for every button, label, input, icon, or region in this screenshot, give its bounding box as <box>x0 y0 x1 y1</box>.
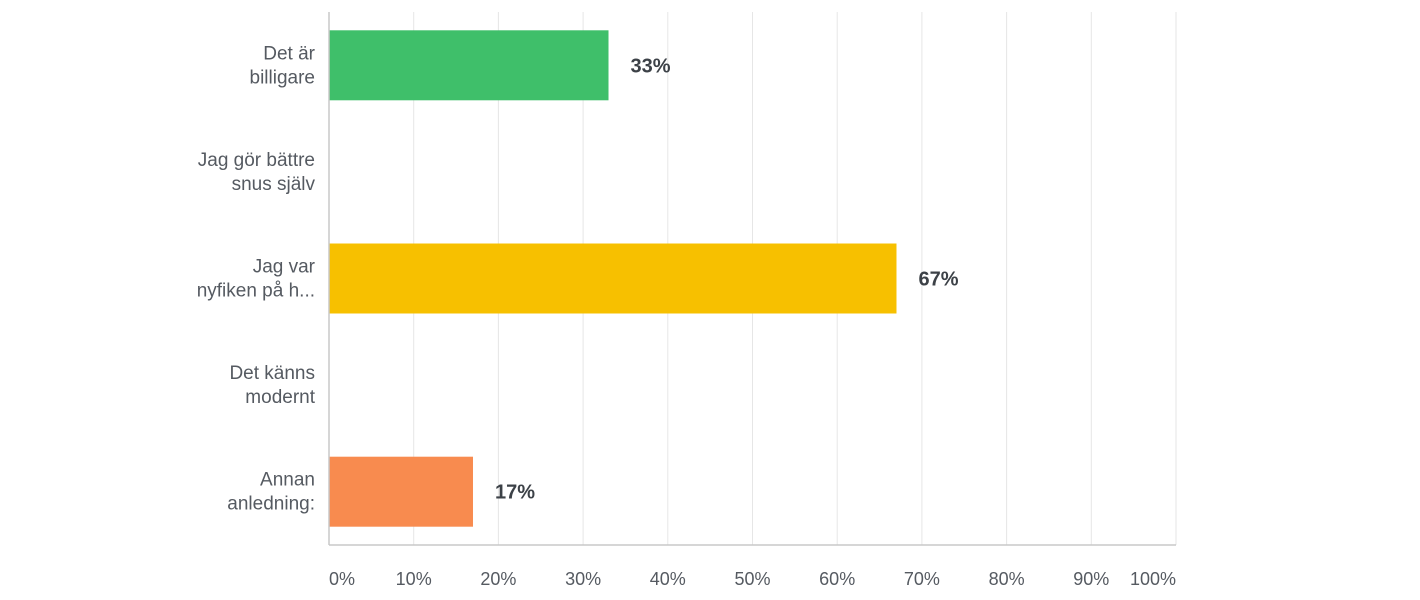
category-label: snus själv <box>232 174 316 195</box>
data-label: 33% <box>631 55 671 77</box>
x-tick-label: 40% <box>650 569 686 589</box>
data-label: 67% <box>918 269 958 291</box>
x-tick-label: 10% <box>396 569 432 589</box>
x-tick-label: 0% <box>329 569 355 589</box>
bars <box>329 30 897 527</box>
axes <box>328 12 1176 546</box>
bar <box>329 243 897 314</box>
x-tick-label: 20% <box>480 569 516 589</box>
category-label: Annan <box>260 470 315 491</box>
x-tick-label: 90% <box>1073 569 1109 589</box>
bar <box>329 456 473 527</box>
category-label: Det är <box>263 43 315 64</box>
category-label: anledning: <box>227 494 315 515</box>
x-tick-label: 100% <box>1130 569 1176 589</box>
x-tick-label: 60% <box>819 569 855 589</box>
category-label: modernt <box>245 387 315 408</box>
data-label: 17% <box>495 482 535 504</box>
bar <box>329 30 609 101</box>
category-label: nyfiken på h... <box>197 281 315 302</box>
labels: 0% 10% 20% 30% 40% 50% 60% 70% 80% 90% 100% 33% Det … <box>197 43 1176 589</box>
x-tick-label: 50% <box>734 569 770 589</box>
x-tick-label: 70% <box>904 569 940 589</box>
x-tick-label: 30% <box>565 569 601 589</box>
category-label: billigare <box>250 67 315 88</box>
category-label: Jag var <box>253 257 316 278</box>
category-label: Jag gör bättre <box>198 150 315 171</box>
category-label: Det känns <box>229 363 315 384</box>
x-tick-label: 80% <box>989 569 1025 589</box>
